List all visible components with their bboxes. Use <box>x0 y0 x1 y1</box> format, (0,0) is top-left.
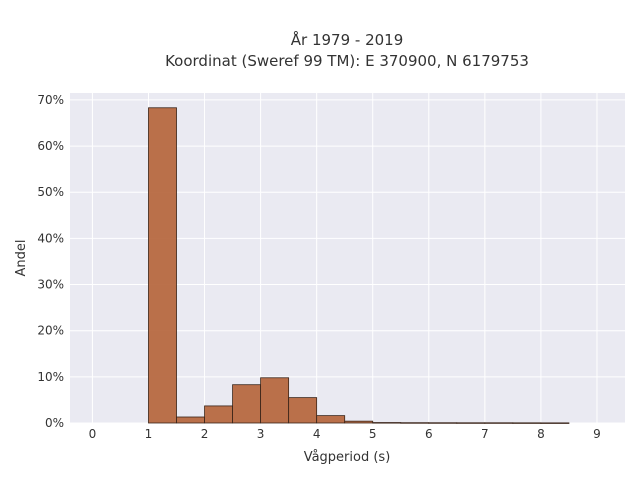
x-tick-label: 4 <box>313 427 321 441</box>
x-tick-label: 8 <box>537 427 545 441</box>
chart-title-line-1: År 1979 - 2019 <box>291 30 404 49</box>
y-tick-label: 70% <box>37 93 64 107</box>
x-tick-label: 7 <box>481 427 489 441</box>
histogram-bar <box>316 415 346 424</box>
histogram-bar <box>456 422 486 424</box>
histogram-bar <box>288 397 318 424</box>
histogram-bar <box>372 422 402 424</box>
y-tick-label: 10% <box>37 370 64 384</box>
histogram-bar <box>428 422 458 424</box>
histogram-bar <box>232 384 262 424</box>
histogram-bar <box>148 107 177 424</box>
histogram-bar <box>512 422 542 424</box>
histogram-bar <box>204 405 233 424</box>
y-tick-label: 0% <box>45 416 64 430</box>
chart-title-line-2: Koordinat (Sweref 99 TM): E 370900, N 61… <box>165 52 529 70</box>
y-tick-label: 30% <box>37 278 64 292</box>
x-tick-label: 1 <box>145 427 153 441</box>
histogram-bar <box>260 377 290 424</box>
x-tick-label: 9 <box>593 427 601 441</box>
y-tick-label: 40% <box>37 231 64 245</box>
histogram-bar <box>540 422 570 424</box>
histogram-bar <box>400 422 430 424</box>
y-tick-label: 50% <box>37 185 64 199</box>
histogram-bar <box>344 420 374 424</box>
bars <box>148 107 570 424</box>
y-tick-label: 60% <box>37 139 64 153</box>
x-tick-label: 3 <box>257 427 265 441</box>
histogram-bar <box>176 416 205 424</box>
x-axis-title: Vågperiod (s) <box>304 450 391 465</box>
y-tick-label: 20% <box>37 324 64 338</box>
x-tick-label: 0 <box>89 427 97 441</box>
x-tick-label: 2 <box>201 427 209 441</box>
histogram-bar <box>484 422 514 424</box>
x-tick-label: 6 <box>425 427 433 441</box>
tick-labels: 0 1 2 3 4 5 6 7 8 9 0% 10% 20% 30% 40% 50% 60% 70% <box>37 93 600 441</box>
y-axis-title: Andel <box>14 240 29 277</box>
x-tick-label: 5 <box>369 427 377 441</box>
